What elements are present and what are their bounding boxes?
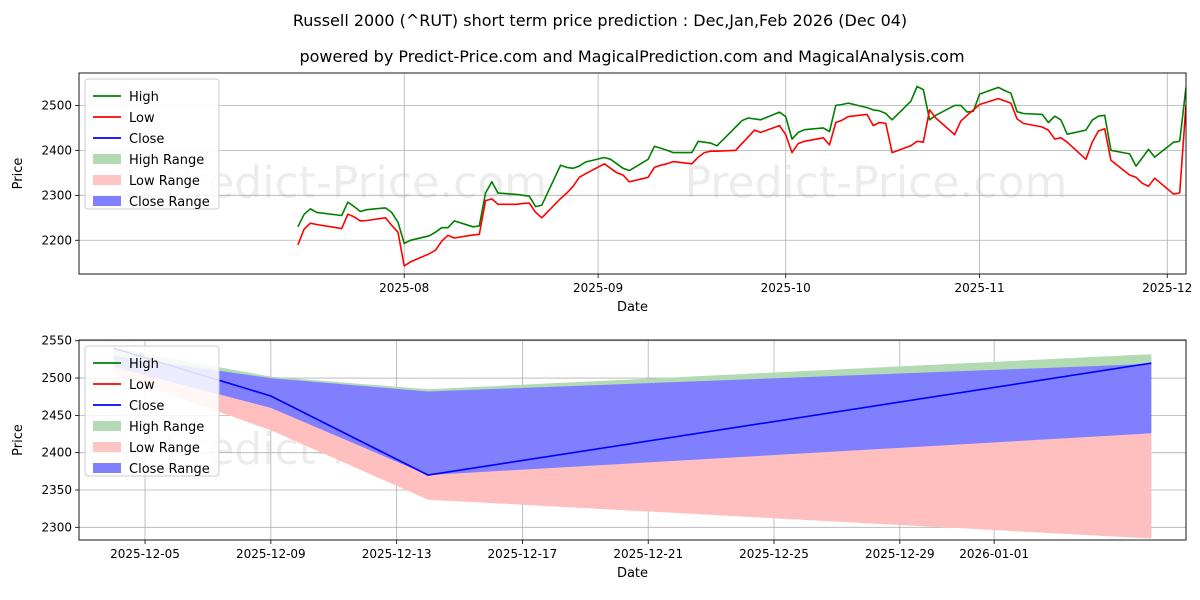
p2-legend-swatch [93, 442, 121, 452]
p2-close-range-band [113, 355, 1152, 476]
p1-legend-label: High Range [129, 153, 204, 168]
chart-subtitle: powered by Predict-Price.com and Magical… [299, 47, 964, 66]
p1-legend-label: Close Range [129, 195, 210, 210]
p2-legend-swatch [93, 421, 121, 431]
p1-close-forecast-line [1185, 87, 1186, 89]
p1-x-axis-label: Date [617, 300, 648, 315]
p1-y-tick-label: 2300 [41, 188, 72, 202]
p1-x-tick-label: 2025-12 [1142, 281, 1192, 295]
history-chart-panel: Predict-Price.com Predict-Price.com 2025-0… [11, 72, 1200, 315]
p1-low-range-band [1186, 96, 1200, 202]
p1-y-axis-label: Price [11, 158, 26, 190]
chart-title: Russell 2000 (^RUT) short term price pre… [293, 11, 907, 30]
p2-axes-frame [78, 339, 1187, 541]
p2-y-tick-label: 2550 [41, 334, 72, 348]
p1-low-line [297, 97, 1180, 267]
p1-watermark-left: Predict-Price.com [164, 158, 547, 209]
p1-x-tick-label: 2025-09 [573, 281, 623, 295]
p1-legend-label: Low Range [129, 174, 200, 189]
p1-y-tick-label: 2400 [41, 143, 72, 157]
p2-legend-label: Close [129, 399, 164, 414]
forecast-chart-panel: Predict-Price.comPredict-Price.com2025-1… [11, 334, 1187, 581]
p2-y-tick-label: 2500 [41, 371, 72, 385]
p2-y-tick-label: 2450 [41, 408, 72, 422]
p1-y-tick-label: 2500 [41, 98, 72, 112]
p1-high-line [297, 85, 1180, 245]
p1-legend-swatch [93, 154, 121, 164]
p1-x-tick-label: 2025-10 [761, 281, 811, 295]
p1-high-tail [1178, 87, 1186, 142]
p2-plot-area [113, 347, 1152, 539]
p1-high-range-band [1186, 87, 1200, 114]
p2-x-tick-label: 2025-12-29 [865, 547, 935, 561]
p2-legend-label: Low [129, 378, 155, 393]
p1-close-range-band [1186, 92, 1200, 164]
p2-x-tick-label: 2026-01-01 [959, 547, 1029, 561]
p2-legend-label: High [129, 357, 159, 372]
p1-legend-swatch [93, 196, 121, 206]
p2-legend-label: Low Range [129, 441, 200, 456]
p2-legend-swatch [93, 463, 121, 473]
p1-legend-label: High [129, 90, 159, 105]
p1-watermark-right: Predict-Price.com [685, 158, 1068, 209]
p2-y-tick-label: 2400 [41, 446, 72, 460]
p2-legend-label: High Range [129, 420, 204, 435]
p2-x-tick-label: 2025-12-21 [613, 547, 683, 561]
p2-y-tick-label: 2300 [41, 520, 72, 534]
p2-low-range-band [113, 363, 1152, 539]
p2-x-tick-label: 2025-12-09 [236, 547, 306, 561]
p1-low-tail [1178, 104, 1186, 194]
p2-x-tick-label: 2025-12-13 [362, 547, 432, 561]
p1-legend-label: Close [129, 132, 164, 147]
p2-x-tick-label: 2025-12-05 [110, 547, 180, 561]
p2-x-tick-label: 2025-12-25 [739, 547, 809, 561]
p1-plot-area [297, 85, 1200, 267]
p1-x-tick-label: 2025-11 [955, 281, 1005, 295]
p1-legend-label: Low [129, 111, 155, 126]
p1-legend-swatch [93, 175, 121, 185]
p2-y-axis-label: Price [11, 424, 26, 456]
p1-y-tick-label: 2200 [41, 233, 72, 247]
p1-x-tick-label: 2025-08 [379, 281, 429, 295]
p2-x-axis-label: Date [617, 566, 648, 581]
p1-axes-frame [78, 72, 1187, 275]
p2-x-tick-label: 2025-12-17 [488, 547, 558, 561]
p2-legend-label: Close Range [129, 462, 210, 477]
p2-y-tick-label: 2350 [41, 483, 72, 497]
